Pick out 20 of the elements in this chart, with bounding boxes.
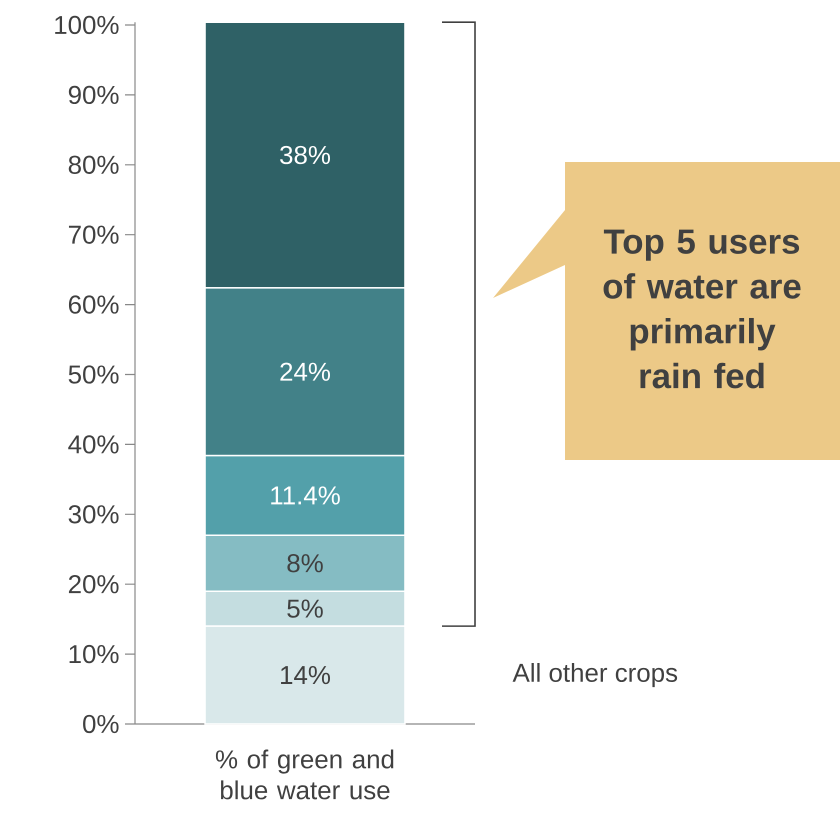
data-label: 14% [281,666,330,684]
data-label: 11.4% [271,486,340,504]
y-tick-label: 90% [68,86,119,104]
y-tick-label: 20% [68,575,119,594]
y-tick-label: 0% [83,714,119,734]
y-tick-label: 70% [68,226,119,244]
text: All other crops [512,663,678,688]
y-tick-label: 40% [68,435,119,454]
text: Top 5 users of water are primarily rain fed [604,230,801,388]
y-tick-label: 100% [55,16,119,34]
y-tick-label: 50% [68,365,119,384]
y-tick-label: 10% [70,644,119,664]
data-label: 24% [280,362,330,381]
data-label: 38% [280,146,330,164]
y-tick-label: 60% [68,295,119,314]
data-label: 8% [287,554,323,572]
y-tick-label: 30% [68,505,119,524]
data-label: 5% [287,600,323,618]
y-tick-label: 80% [68,156,119,174]
x-tick-label: % of green and blue water use [216,750,394,800]
